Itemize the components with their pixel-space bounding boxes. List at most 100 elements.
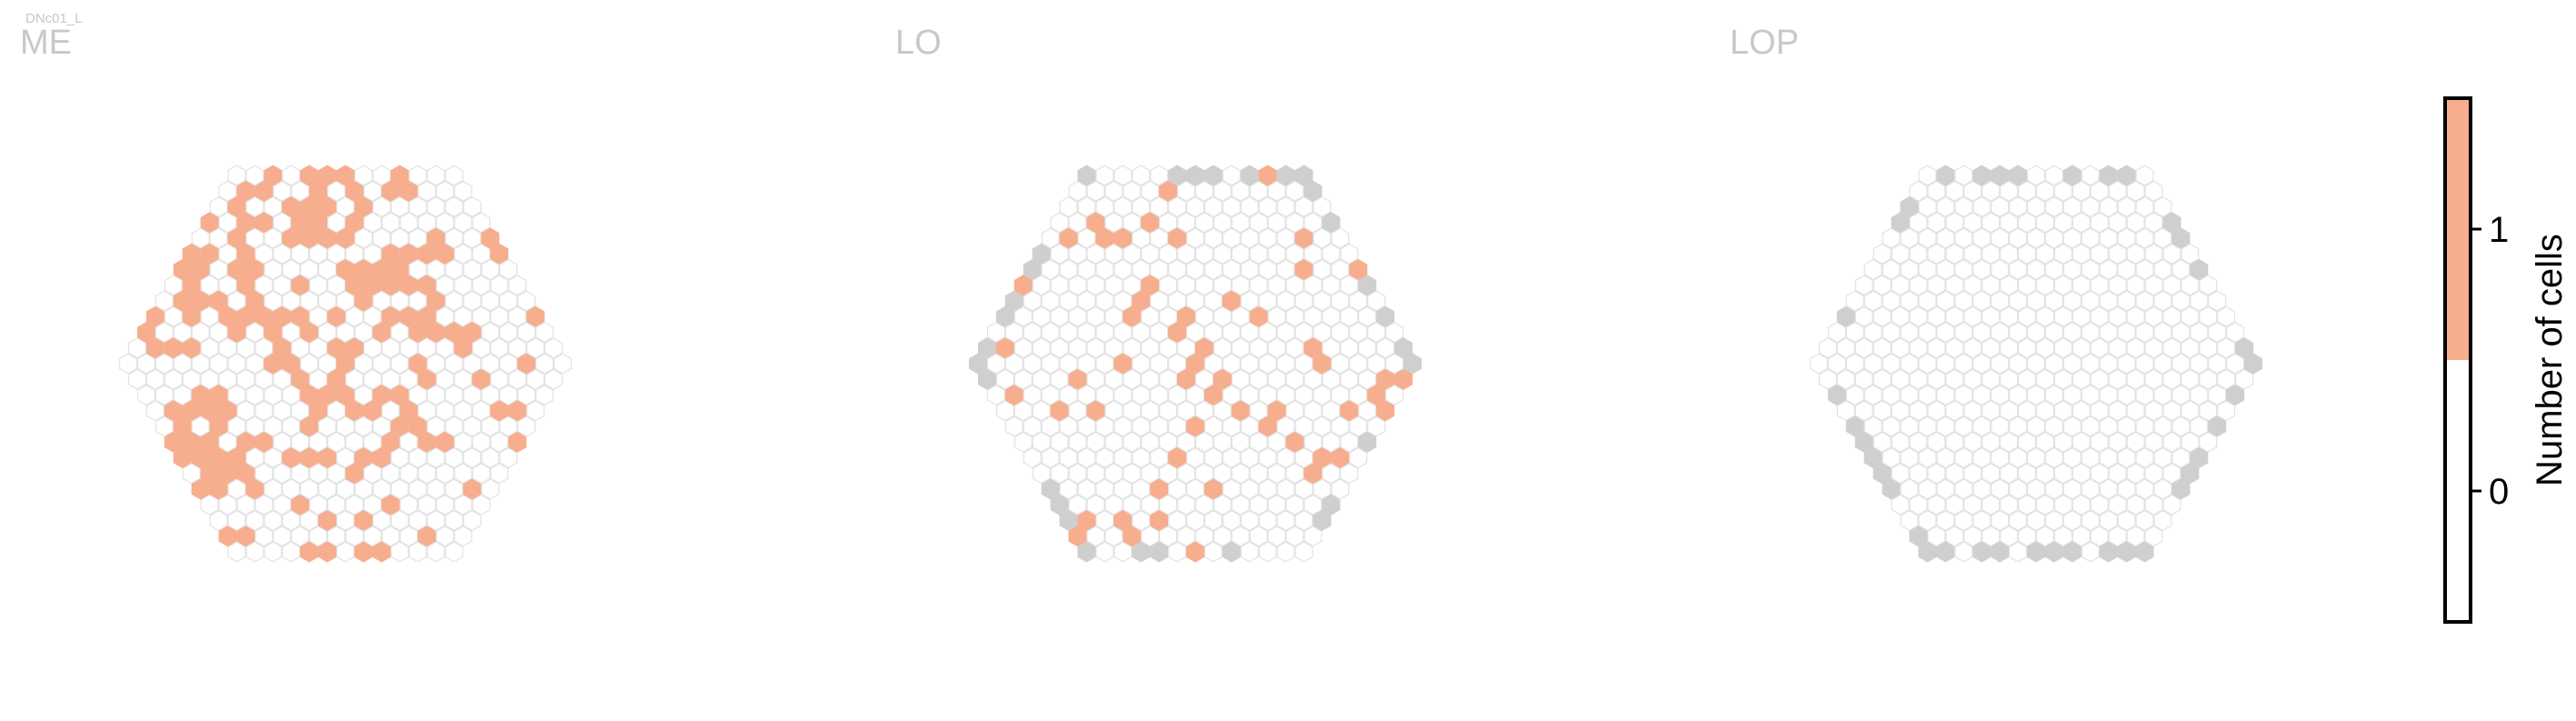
hex-cell-empty — [1258, 227, 1277, 249]
hex-cell-active — [1013, 275, 1033, 296]
hex-cell-active — [363, 275, 382, 296]
hex-cell-empty — [372, 290, 391, 312]
hex-cell-no-data — [1376, 305, 1395, 327]
hex-cell-empty — [1276, 384, 1295, 406]
hex-cell-empty — [2062, 258, 2082, 281]
hex-cell-empty — [155, 321, 174, 344]
hex-cell-empty — [463, 416, 482, 437]
hex-cell-empty — [2153, 290, 2172, 312]
hex-cell-empty — [1032, 400, 1051, 422]
hex-cell-empty — [218, 212, 237, 234]
hex-cell-no-data — [1059, 509, 1078, 532]
hex-cell-empty — [1891, 463, 1910, 485]
hex-cell-empty — [236, 400, 255, 422]
hex-cell-no-data — [2044, 541, 2063, 563]
hex-cell-empty — [2172, 290, 2191, 312]
hex-cell-empty — [1936, 478, 1955, 500]
hex-cell-active — [309, 400, 328, 422]
hex-cell-empty — [2108, 180, 2127, 202]
hex-cell-empty — [1258, 195, 1277, 218]
hex-cell-empty — [2172, 321, 2191, 344]
hex-cell-empty — [335, 478, 355, 500]
hex-cell-empty — [1203, 353, 1223, 375]
hex-cell-empty — [2226, 321, 2245, 344]
hex-cell-active — [1249, 305, 1268, 327]
hex-cell-empty — [1177, 526, 1196, 547]
hex-cell-empty — [282, 509, 301, 532]
hex-cell-empty — [2153, 384, 2172, 406]
hex-cell-empty — [2026, 165, 2046, 186]
hex-cell-empty — [390, 446, 409, 469]
hex-cell-empty — [2190, 384, 2209, 406]
hex-cell-empty — [1294, 541, 1313, 563]
hex-cell-empty — [2217, 305, 2236, 327]
hex-cell-empty — [426, 165, 445, 186]
hex-cell-active — [282, 353, 301, 375]
hex-cell-empty — [1150, 227, 1169, 249]
hex-cell-empty — [2018, 400, 2037, 422]
hex-cell-active — [191, 290, 210, 312]
hex-cell-empty — [2035, 526, 2054, 547]
hex-cell-empty — [1267, 275, 1286, 296]
hex-cell-empty — [1909, 494, 1928, 516]
hex-cell-empty — [363, 431, 382, 453]
hex-cell-empty — [454, 526, 473, 547]
hex-cell-empty — [1872, 431, 1892, 453]
hex-cell-empty — [264, 446, 283, 469]
hex-cell-empty — [1836, 337, 1855, 359]
hex-cell-empty — [1818, 337, 1837, 359]
hex-cell-active — [255, 212, 274, 234]
hex-cell-empty — [1104, 368, 1123, 390]
hex-cell-empty — [444, 416, 464, 437]
hex-cell-active — [191, 446, 210, 469]
hex-cell-empty — [1313, 227, 1332, 249]
hex-cell-empty — [2108, 526, 2127, 547]
hex-cell-empty — [1882, 446, 1901, 469]
hex-cell-empty — [118, 353, 138, 375]
hex-cell-empty — [164, 368, 183, 390]
hex-cell-empty — [553, 353, 573, 375]
hex-cell-empty — [1991, 258, 2010, 281]
hex-cell-empty — [191, 353, 210, 375]
hex-cell-active — [435, 431, 454, 453]
hex-cell-empty — [1267, 494, 1286, 516]
colorbar-tick-label-1: 1 — [2489, 210, 2509, 250]
hex-cell-empty — [417, 463, 436, 485]
hex-cell-empty — [490, 368, 509, 390]
hex-cell-empty — [1132, 258, 1151, 281]
hex-cell-empty — [209, 509, 228, 532]
hex-cell-no-data — [2009, 165, 2028, 186]
hex-cell-empty — [1240, 416, 1259, 437]
hex-cell-empty — [1168, 195, 1187, 218]
hex-cell-empty — [490, 337, 509, 359]
hex-cell-empty — [2035, 337, 2054, 359]
hex-cell-empty — [1836, 368, 1855, 390]
hex-cell-active — [381, 305, 400, 327]
hex-cell-active — [209, 416, 228, 437]
hex-cell-empty — [2126, 180, 2145, 202]
hex-cell-active — [1004, 384, 1023, 406]
hex-cell-empty — [1358, 337, 1377, 359]
hex-cell-empty — [517, 416, 536, 437]
hex-cell-empty — [1827, 321, 1846, 344]
hex-cell-empty — [1872, 400, 1892, 422]
hex-cell-empty — [1313, 384, 1332, 406]
hex-cell-active — [255, 305, 274, 327]
hex-cell-empty — [435, 400, 454, 422]
hex-cell-empty — [2053, 526, 2072, 547]
hex-cell-active — [1258, 416, 1277, 437]
hex-cell-empty — [1900, 509, 1919, 532]
hex-cell-empty — [2135, 258, 2154, 281]
hex-cell-empty — [255, 275, 274, 296]
hex-cell-empty — [1882, 416, 1901, 437]
hex-cell-empty — [2108, 212, 2127, 234]
hex-cell-active — [417, 526, 436, 547]
hex-cell-active — [344, 463, 364, 485]
hex-cell-empty — [472, 494, 491, 516]
hex-cell-empty — [2062, 384, 2082, 406]
hex-cell-empty — [1059, 195, 1078, 218]
hex-cell-no-data — [1222, 541, 1241, 563]
hex-cell-empty — [2162, 368, 2182, 390]
hex-cell-empty — [1945, 305, 1964, 327]
hex-cell-active — [372, 541, 391, 563]
